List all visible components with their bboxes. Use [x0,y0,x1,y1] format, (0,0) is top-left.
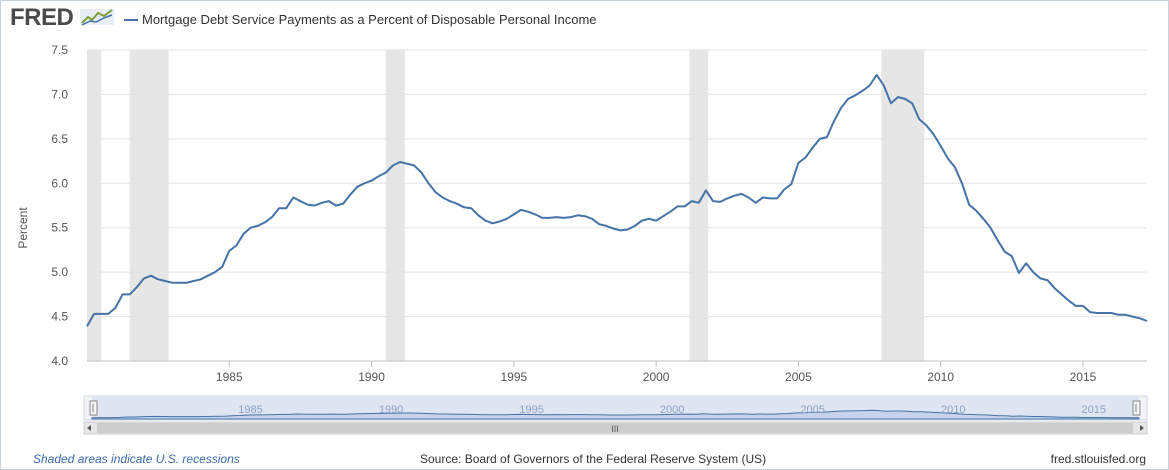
legend-swatch [124,19,138,21]
y-axis-title: Percent [16,207,30,249]
series-line[interactable] [86,73,1148,327]
time-navigator[interactable]: 1985 1990 1995 2000 2005 2010 2015 III [0,392,1169,436]
y-tick-label: 6.0 [51,176,68,190]
recession-band [881,50,925,361]
y-tick-label: 6.5 [51,132,68,146]
recession-band [689,50,709,361]
recession-note-link[interactable]: Shaded areas indicate U.S. recessions [33,452,240,466]
scroll-left-arrow-icon[interactable] [87,425,91,431]
x-tick-label: 2000 [643,370,670,384]
navigator-year-label: 1990 [379,404,403,416]
navigator-series [91,409,1140,420]
y-tick-label: 5.5 [51,221,68,235]
x-tick-label: 1985 [216,370,243,384]
chart-title: Mortgage Debt Service Payments as a Perc… [142,12,597,27]
fred-chart-icon [80,9,114,26]
y-tick-label: 4.5 [51,310,68,324]
navigator-area [91,409,1140,420]
chart-footer: Shaded areas indicate U.S. recessions So… [0,448,1169,470]
x-tick-label: 2005 [785,370,812,384]
fred-url-link[interactable]: fred.stlouisfed.org [1050,452,1146,466]
axes: 4.0 4.5 5.0 5.5 6.0 6.5 7.0 7.5 1985 1990 1995 2000… [51,43,1147,384]
navigator-year-label: 1995 [519,404,543,416]
navigator-labels: 1985 1990 1995 2000 2005 2010 2015 [238,404,1106,416]
fred-logo[interactable]: FRED [10,4,74,32]
chart-header: FRED Mortgage Debt Service Payments as a… [0,0,1169,38]
recession-bands [87,50,925,361]
series-layer [86,73,1148,327]
scrollbar-grip-icon: III [611,424,619,434]
y-tick-label: 4.0 [51,354,68,368]
recession-band [129,50,169,361]
x-tick-label: 1995 [500,370,527,384]
scrollbar-thumb[interactable] [97,423,1133,433]
y-tick-label: 7.5 [51,43,68,57]
recession-band [87,50,102,361]
navigator-year-label: 2005 [800,404,824,416]
scroll-right-arrow-icon[interactable] [1140,425,1144,431]
x-tick-label: 1990 [358,370,385,384]
y-tick-label: 5.0 [51,265,68,279]
source-text: Source: Board of Governors of the Federa… [420,452,767,466]
y-tick-label: 7.0 [51,87,68,101]
navigator-handle-right[interactable] [1132,400,1141,416]
recession-band [385,50,405,361]
fred-logo-text: FRED [10,4,74,31]
gridlines [87,49,1147,362]
x-tick-label: 2015 [1070,370,1097,384]
navigator-year-label: 2000 [660,404,684,416]
x-tick-label: 2010 [927,370,954,384]
navigator-handle-left[interactable] [89,400,98,416]
navigator-year-label: 2010 [941,404,965,416]
navigator-year-label: 1985 [238,404,262,416]
chart-plot: 4.0 4.5 5.0 5.5 6.0 6.5 7.0 7.5 1985 1990 1995 2000… [16,43,1148,384]
navigator-year-label: 2015 [1082,404,1106,416]
